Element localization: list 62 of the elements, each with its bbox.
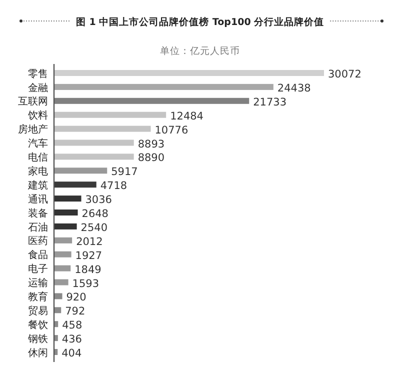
y-tick-label: 休闲 [28,346,48,359]
y-tick-label: 家电 [28,165,48,178]
bar [54,168,108,174]
bar [54,223,77,230]
y-tick-label: 教育 [28,291,48,303]
bar [54,265,71,272]
data-label: 30072 [328,68,362,80]
data-label: 24438 [277,82,311,94]
y-tick-label: 建筑 [27,179,48,192]
y-tick-label: 汽车 [28,138,48,150]
data-label: 458 [62,320,82,332]
y-tick-label: 房地产 [18,124,48,136]
data-label: 3036 [85,194,112,206]
y-tick-label: 餐饮 [28,318,48,331]
data-label: 21733 [253,96,287,108]
data-label: 8893 [138,138,165,150]
data-label: 436 [62,334,82,346]
y-tick-label: 医药 [28,235,48,248]
y-tick-label: 互联网 [18,96,48,108]
chart-title: 图 1 中国上市公司品牌价值榜 Top100 分行业品牌价值 [76,16,324,28]
data-label: 8890 [138,152,165,164]
bar [54,293,62,300]
data-label: 2648 [82,208,109,220]
data-label: 12484 [170,110,204,122]
y-tick-label: 装备 [28,207,48,220]
data-label: 404 [62,348,82,360]
bar [54,112,166,118]
data-label: 4718 [100,180,128,192]
bar [54,279,68,286]
data-label: 5917 [111,166,138,178]
chart-subtitle: 单位：亿元人民币 [160,45,240,57]
y-tick-label: 石油 [28,221,48,234]
y-tick-label: 运输 [28,277,48,290]
data-label: 1927 [75,250,102,262]
bar [54,307,62,314]
data-label: 2012 [76,236,103,248]
bar [54,126,151,132]
bar [54,182,96,188]
y-tick-label: 金融 [28,82,48,94]
bar [54,251,72,258]
y-tick-label: 食品 [28,249,48,262]
y-tick-label: 电信 [28,152,48,164]
bar [54,237,72,244]
y-tick-label: 零售 [28,68,48,80]
y-tick-label: 钢铁 [27,332,48,345]
bar [54,210,78,216]
data-label: 2540 [80,222,108,234]
bar [54,98,250,104]
data-label: 1849 [74,264,102,276]
bar [54,140,134,146]
data-label: 792 [65,306,86,318]
y-tick-label: 通讯 [28,193,48,206]
data-label: 920 [66,292,86,304]
y-tick-label: 贸易 [28,304,48,317]
bar [54,84,274,90]
data-label: 1593 [72,278,100,290]
y-tick-label: 电子 [28,263,48,276]
bar [54,196,82,202]
bar [54,154,134,160]
y-tick-label: 饮料 [27,110,48,122]
data-label: 10776 [154,124,188,136]
bar [54,70,324,76]
